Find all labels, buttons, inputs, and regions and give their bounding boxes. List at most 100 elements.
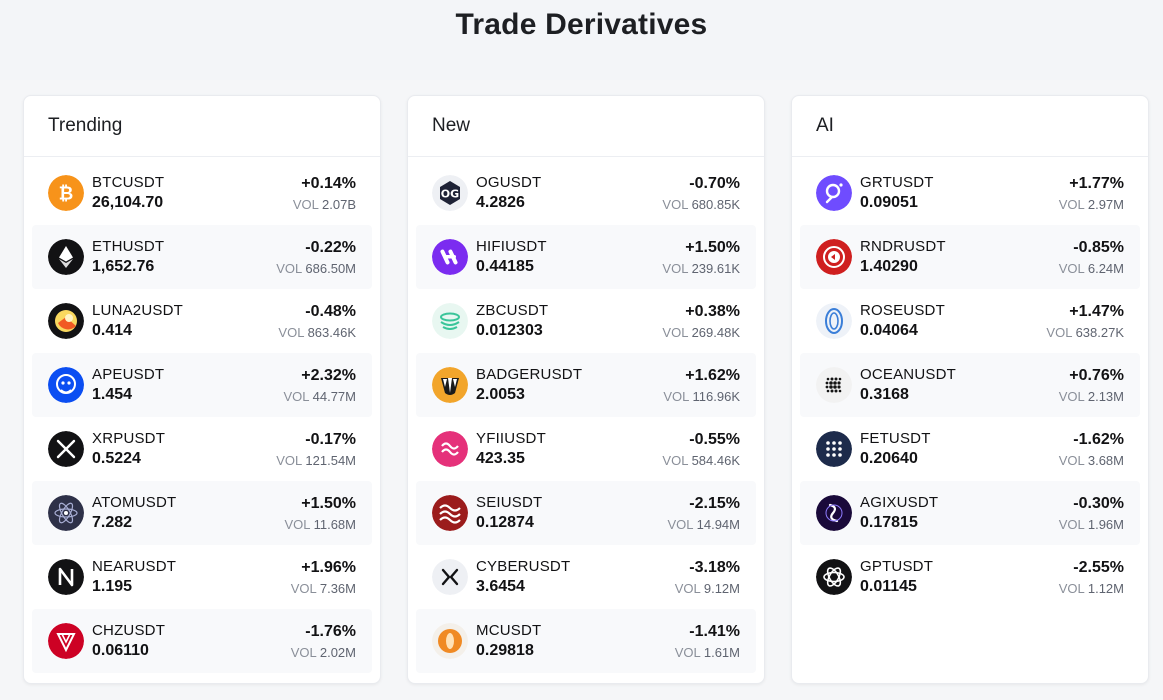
volume-value: 863.46K xyxy=(307,324,356,340)
volume-value: 6.24M xyxy=(1087,260,1124,276)
pair-stats: -0.55% VOL 584.46K xyxy=(662,429,740,470)
volume-label: VOL xyxy=(1058,260,1085,276)
ape-icon xyxy=(48,367,84,403)
pair-symbol: GRTUSDT xyxy=(860,174,934,191)
volume-value: 2.07B xyxy=(322,196,356,212)
market-row-atomusdt[interactable]: ATOMUSDT 7.282 +1.50% VOL 11.68M xyxy=(32,481,372,545)
price-change: -0.70% xyxy=(689,174,740,192)
pair-info: CYBERUSDT 3.6454 xyxy=(476,557,675,597)
market-row-grtusdt[interactable]: GRTUSDT 0.09051 +1.77% VOL 2.97M xyxy=(800,161,1140,225)
price-change: +0.14% xyxy=(301,174,356,192)
price-change: +0.76% xyxy=(1069,366,1124,384)
pair-info: ETHUSDT 1,652.76 xyxy=(92,237,276,277)
volume-value: 239.61K xyxy=(691,260,740,276)
pair-stats: -1.76% VOL 2.02M xyxy=(291,621,356,662)
market-row-seiusdt[interactable]: SEIUSDT 0.12874 -2.15% VOL 14.94M xyxy=(416,481,756,545)
near-icon xyxy=(48,559,84,595)
pair-stats: -0.30% VOL 1.96M xyxy=(1059,493,1124,534)
market-row-mcusdt[interactable]: MCUSDT 0.29818 -1.41% VOL 1.61M xyxy=(416,609,756,673)
card-title: AI xyxy=(792,96,1148,157)
volume-label: VOL xyxy=(662,196,688,212)
last-price: 1.40290 xyxy=(860,258,918,275)
last-price: 423.35 xyxy=(476,450,525,467)
price-change: -0.48% xyxy=(305,302,356,320)
volume-value: 2.97M xyxy=(1087,196,1124,212)
pair-symbol: ATOMUSDT xyxy=(92,494,177,511)
market-row-ogusdt[interactable]: OG OGUSDT 4.2826 -0.70% VOL 680.85K xyxy=(416,161,756,225)
market-row-ethusdt[interactable]: ETHUSDT 1,652.76 -0.22% VOL 686.50M xyxy=(32,225,372,289)
pair-info: HIFIUSDT 0.44185 xyxy=(476,237,662,277)
last-price: 4.2826 xyxy=(476,194,525,211)
market-row-apeusdt[interactable]: APEUSDT 1.454 +2.32% VOL 44.77M xyxy=(32,353,372,417)
market-row-fetusdt[interactable]: FETUSDT 0.20640 -1.62% VOL 3.68M xyxy=(800,417,1140,481)
og-icon: OG xyxy=(432,175,468,211)
price-change: -1.76% xyxy=(305,622,356,640)
pair-symbol: LUNA2USDT xyxy=(92,302,183,319)
volume: VOL 2.97M xyxy=(1059,195,1124,214)
market-row-oceanusdt[interactable]: OCEANUSDT 0.3168 +0.76% VOL 2.13M xyxy=(800,353,1140,417)
market-card-trending: Trending ₿ BTCUSDT 26,104.70 +0.14% VOL 2.07B… xyxy=(23,95,381,684)
volume: VOL 3.68M xyxy=(1059,451,1124,470)
grt-icon xyxy=(816,175,852,211)
ocean-icon xyxy=(816,367,852,403)
market-row-hifiusdt[interactable]: HIFIUSDT 0.44185 +1.50% VOL 239.61K xyxy=(416,225,756,289)
market-row-badgerusdt[interactable]: BADGERUSDT 2.0053 +1.62% VOL 116.96K xyxy=(416,353,756,417)
market-row-luna2usdt[interactable]: LUNA2USDT 0.414 -0.48% VOL 863.46K xyxy=(32,289,372,353)
pair-symbol: XRPUSDT xyxy=(92,430,166,447)
volume: VOL 584.46K xyxy=(662,451,740,470)
last-price: 0.414 xyxy=(92,322,133,339)
volume-value: 2.13M xyxy=(1087,388,1124,404)
pair-info: XRPUSDT 0.5224 xyxy=(92,429,276,469)
volume-value: 680.85K xyxy=(691,196,740,212)
pair-symbol: BTCUSDT xyxy=(92,174,165,191)
price-change: -0.30% xyxy=(1073,494,1124,512)
last-price: 0.5224 xyxy=(92,450,141,467)
volume: VOL 2.07B xyxy=(293,195,356,214)
volume: VOL 44.77M xyxy=(283,387,356,406)
market-row-yfiiusdt[interactable]: YFIIUSDT 423.35 -0.55% VOL 584.46K xyxy=(416,417,756,481)
volume: VOL 121.54M xyxy=(276,451,356,470)
last-price: 0.012303 xyxy=(476,322,543,339)
volume: VOL 116.96K xyxy=(663,387,740,406)
market-row-zbcusdt[interactable]: ZBCUSDT 0.012303 +0.38% VOL 269.48K xyxy=(416,289,756,353)
pair-info: ROSEUSDT 0.04064 xyxy=(860,301,1046,341)
pair-stats: +0.76% VOL 2.13M xyxy=(1059,365,1124,406)
market-row-roseusdt[interactable]: ROSEUSDT 0.04064 +1.47% VOL 638.27K xyxy=(800,289,1140,353)
pair-info: LUNA2USDT 0.414 xyxy=(92,301,278,341)
volume: VOL 9.12M xyxy=(675,579,740,598)
card-title: Trending xyxy=(24,96,380,157)
market-row-btcusdt[interactable]: ₿ BTCUSDT 26,104.70 +0.14% VOL 2.07B xyxy=(32,161,372,225)
price-change: +1.62% xyxy=(685,366,740,384)
last-price: 0.06110 xyxy=(92,642,149,659)
volume-value: 638.27K xyxy=(1075,324,1124,340)
volume-label: VOL xyxy=(290,580,317,596)
market-row-agixusdt[interactable]: AGIXUSDT 0.17815 -0.30% VOL 1.96M xyxy=(800,481,1140,545)
pair-stats: +1.50% VOL 239.61K xyxy=(662,237,740,278)
market-row-cyberusdt[interactable]: CYBERUSDT 3.6454 -3.18% VOL 9.12M xyxy=(416,545,756,609)
pair-symbol: ROSEUSDT xyxy=(860,302,945,319)
price-change: -0.85% xyxy=(1073,238,1124,256)
price-change: +1.77% xyxy=(1069,174,1124,192)
volume-value: 116.96K xyxy=(692,388,740,404)
pair-symbol: ZBCUSDT xyxy=(476,302,549,319)
volume: VOL 7.36M xyxy=(291,579,356,598)
market-row-xrpusdt[interactable]: XRPUSDT 0.5224 -0.17% VOL 121.54M xyxy=(32,417,372,481)
fet-icon xyxy=(816,431,852,467)
market-row-nearusdt[interactable]: NEARUSDT 1.195 +1.96% VOL 7.36M xyxy=(32,545,372,609)
pair-info: MCUSDT 0.29818 xyxy=(476,621,675,661)
last-price: 0.20640 xyxy=(860,450,918,467)
volume: VOL 239.61K xyxy=(662,259,740,278)
market-row-rndrusdt[interactable]: RNDRUSDT 1.40290 -0.85% VOL 6.24M xyxy=(800,225,1140,289)
last-price: 1.454 xyxy=(92,386,133,403)
pair-info: ZBCUSDT 0.012303 xyxy=(476,301,662,341)
pair-stats: -1.41% VOL 1.61M xyxy=(675,621,740,662)
volume-label: VOL xyxy=(283,388,309,404)
market-row-gptusdt[interactable]: GPTUSDT 0.01145 -2.55% VOL 1.12M xyxy=(800,545,1140,609)
market-row-chzusdt[interactable]: CHZUSDT 0.06110 -1.76% VOL 2.02M xyxy=(32,609,372,673)
volume-label: VOL xyxy=(278,324,304,340)
last-price: 26,104.70 xyxy=(92,194,164,211)
volume: VOL 6.24M xyxy=(1059,259,1124,278)
last-price: 0.01145 xyxy=(860,578,917,595)
rndr-icon xyxy=(816,239,852,275)
volume: VOL 2.13M xyxy=(1059,387,1124,406)
